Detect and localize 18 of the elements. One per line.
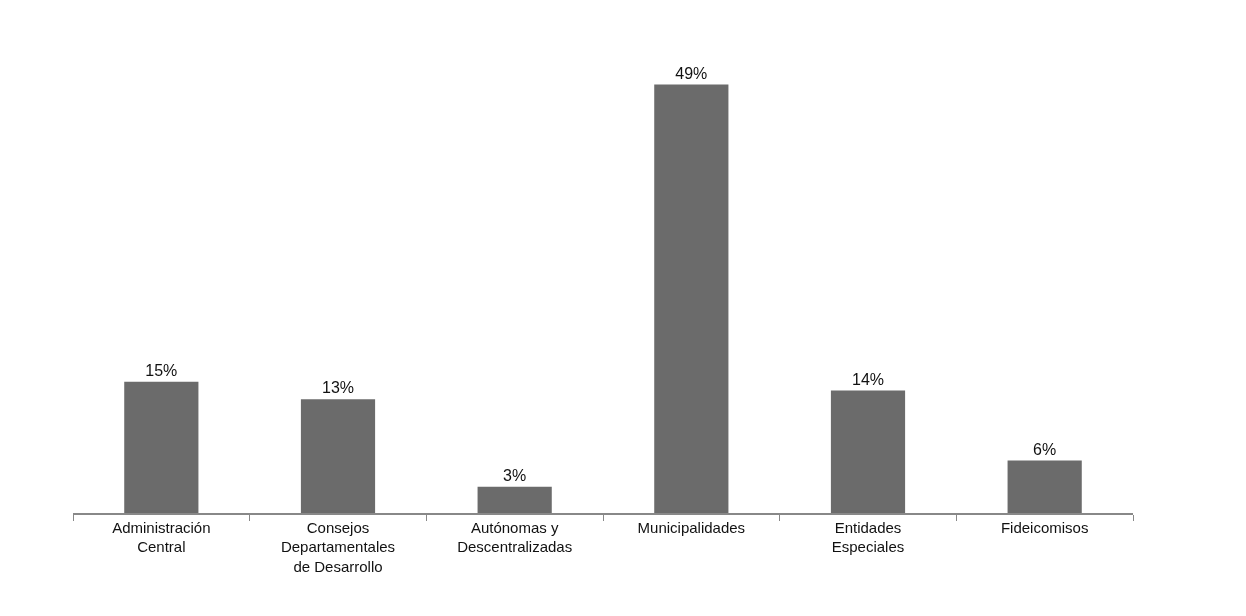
data-label: 3% <box>503 466 527 484</box>
bar <box>830 390 906 513</box>
data-label: 49% <box>675 64 708 82</box>
bar <box>1007 460 1082 513</box>
bar <box>477 486 552 513</box>
x-tick-label: Entidades Especiales <box>831 518 905 556</box>
bar <box>124 381 199 513</box>
data-label: 13% <box>321 379 355 397</box>
x-tick-label: Fideicomisos <box>1000 518 1089 536</box>
x-tick-label: Autónomas y Descentralizadas <box>457 518 573 556</box>
bar <box>654 84 729 513</box>
data-label: 14% <box>851 370 885 388</box>
x-tick-label: Administración Central <box>112 518 211 556</box>
data-label: 15% <box>145 361 178 379</box>
bar <box>300 399 376 513</box>
x-tick-label: Consejos Departamentales de Desarrollo <box>280 518 396 575</box>
data-label: 6% <box>1033 440 1057 458</box>
x-tick-label: Municipalidades <box>637 518 746 536</box>
